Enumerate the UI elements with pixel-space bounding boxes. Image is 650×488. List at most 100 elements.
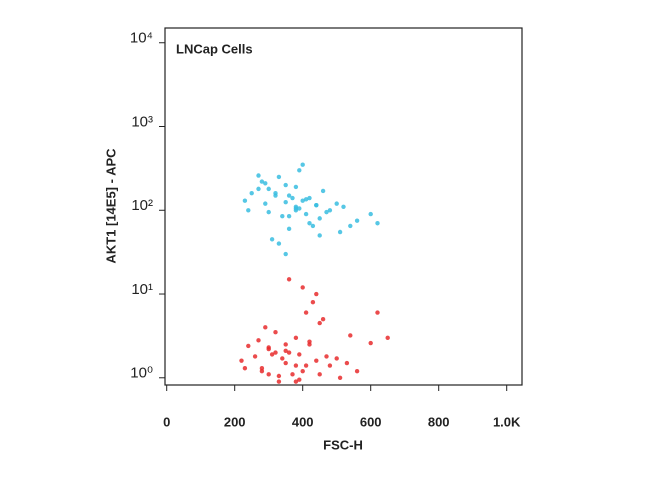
data-point xyxy=(317,233,322,238)
data-point xyxy=(300,162,305,167)
data-point xyxy=(375,310,380,315)
data-point xyxy=(303,211,309,217)
y-tick-label: 10² xyxy=(131,197,153,214)
data-point xyxy=(317,320,322,326)
data-point xyxy=(246,208,251,213)
data-point xyxy=(256,173,261,178)
x-tick-label: 1.0K xyxy=(493,414,521,429)
data-point xyxy=(286,193,292,198)
y-tick-label: 10⁴ xyxy=(130,30,153,47)
data-point xyxy=(263,325,268,330)
data-point xyxy=(297,377,302,382)
data-point xyxy=(354,368,360,374)
data-point xyxy=(307,339,312,344)
x-tick-label: 600 xyxy=(360,414,382,429)
data-point xyxy=(252,354,258,359)
data-point xyxy=(266,209,271,215)
data-point xyxy=(276,373,282,379)
data-point xyxy=(344,360,350,366)
data-point xyxy=(263,181,268,186)
data-point xyxy=(307,195,312,201)
data-point xyxy=(324,354,329,359)
data-point xyxy=(280,213,285,219)
data-point xyxy=(341,204,346,209)
data-point xyxy=(276,174,282,180)
data-point xyxy=(242,366,248,371)
data-point xyxy=(297,168,302,173)
data-point xyxy=(293,379,299,384)
y-tick-label: 10¹ xyxy=(131,281,153,298)
x-tick-label: 0 xyxy=(163,414,170,429)
data-point xyxy=(327,208,333,213)
data-point xyxy=(290,372,295,377)
data-point xyxy=(276,241,282,246)
data-point xyxy=(303,363,309,368)
data-point xyxy=(256,338,261,343)
data-point xyxy=(283,182,288,188)
y-tick-label: 10³ xyxy=(131,113,153,130)
data-point xyxy=(266,372,271,377)
x-tick-label: 400 xyxy=(292,414,314,429)
data-point xyxy=(249,190,254,196)
data-point xyxy=(283,342,288,347)
data-point xyxy=(283,251,288,257)
data-point xyxy=(290,195,295,201)
data-point xyxy=(320,317,326,322)
data-point xyxy=(348,223,353,229)
data-point xyxy=(300,285,305,290)
data-point xyxy=(293,363,299,368)
data-point xyxy=(314,291,319,297)
y-axis-label: AKT1 [14E5] - APC xyxy=(103,148,118,264)
data-point xyxy=(314,202,319,208)
data-point xyxy=(368,211,373,217)
data-point xyxy=(310,299,316,305)
data-point xyxy=(300,198,305,203)
data-point xyxy=(310,223,316,229)
data-point xyxy=(297,206,302,211)
data-point xyxy=(303,310,309,315)
annotation: LNCap Cells xyxy=(176,41,253,56)
data-point xyxy=(273,190,278,196)
data-point xyxy=(259,368,265,374)
y-tick-label: 10⁰ xyxy=(130,365,153,382)
data-point xyxy=(314,358,319,363)
data-point xyxy=(297,352,302,357)
data-point xyxy=(300,368,305,374)
data-point xyxy=(286,277,292,282)
data-point xyxy=(276,379,282,384)
data-point xyxy=(239,358,244,363)
data-point xyxy=(327,363,333,368)
data-point xyxy=(334,201,339,206)
data-point xyxy=(293,184,299,190)
data-point xyxy=(263,201,268,206)
data-point xyxy=(337,375,343,380)
data-point xyxy=(354,218,360,223)
data-point xyxy=(286,213,292,219)
data-point xyxy=(334,356,339,361)
data-point xyxy=(283,360,288,366)
data-point xyxy=(242,198,248,203)
data-point xyxy=(293,335,299,341)
data-point xyxy=(317,372,322,377)
data-point xyxy=(348,333,353,338)
data-point xyxy=(317,216,322,221)
data-point xyxy=(375,221,380,226)
data-point xyxy=(280,356,285,361)
data-point xyxy=(256,186,261,192)
data-point xyxy=(286,226,292,232)
data-point xyxy=(385,335,390,341)
data-point xyxy=(307,221,312,226)
data-point xyxy=(303,197,309,202)
data-point xyxy=(286,350,292,355)
data-point xyxy=(246,343,251,349)
data-point xyxy=(269,352,275,357)
data-point xyxy=(266,345,271,350)
data-point xyxy=(283,348,288,353)
data-point xyxy=(293,208,299,213)
plot-frame xyxy=(164,27,523,386)
data-point xyxy=(337,229,343,235)
data-point xyxy=(368,340,373,346)
data-point xyxy=(259,179,265,184)
x-tick-label: 200 xyxy=(224,414,246,429)
